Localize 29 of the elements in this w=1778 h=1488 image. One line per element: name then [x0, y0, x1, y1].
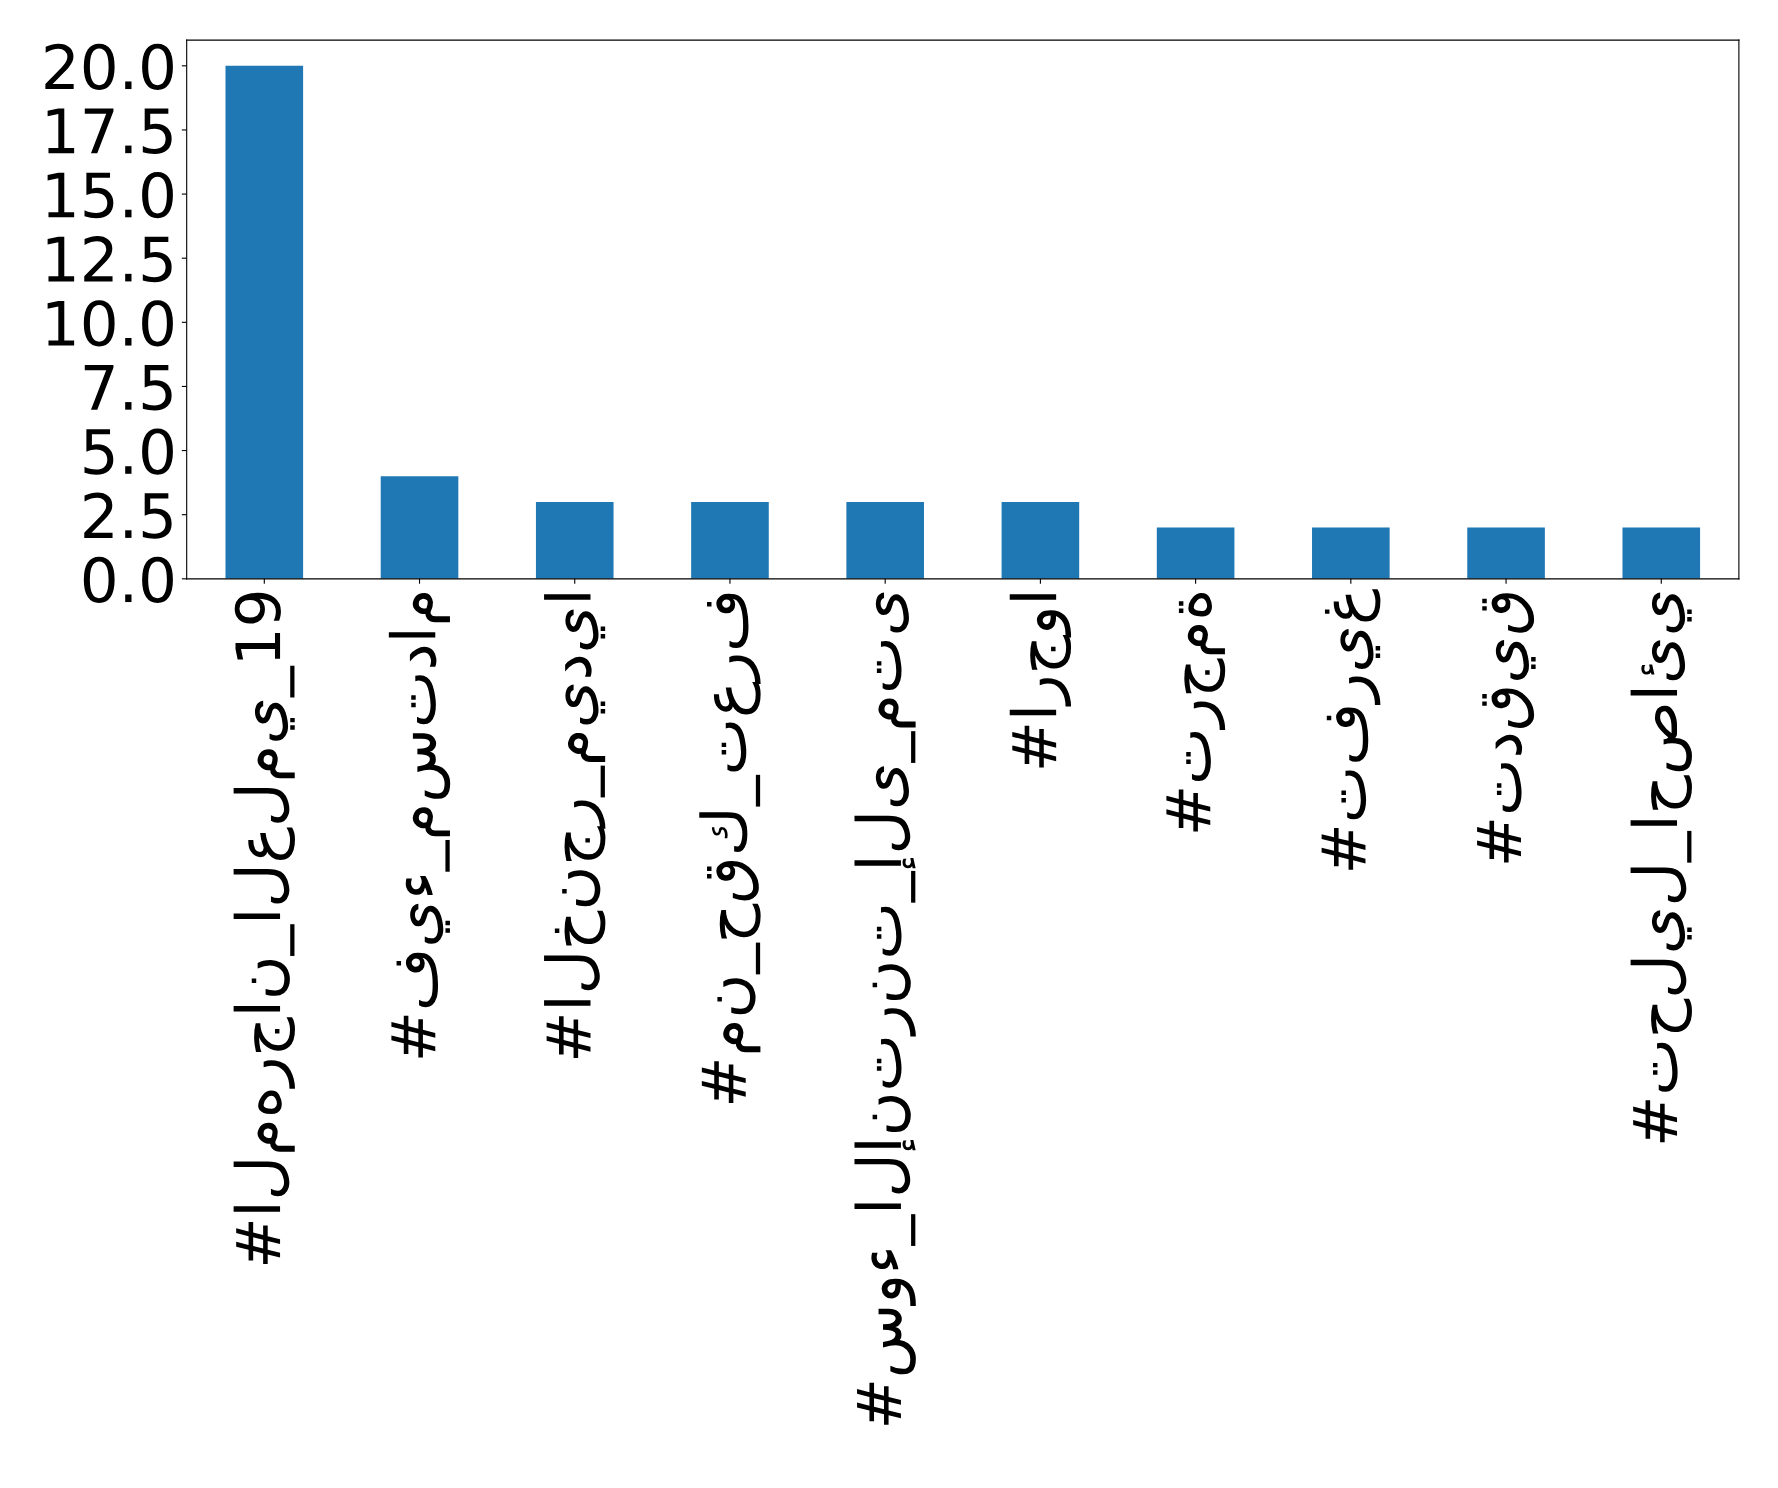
y-tick-label: 10.0 — [47, 300, 173, 347]
x-tick-label: #تفريغ — [1321, 589, 1381, 870]
bar — [225, 65, 304, 579]
y-tick-label: 12.5 — [47, 236, 172, 283]
bar — [1156, 527, 1235, 579]
y-tick-label: 20.0 — [45, 43, 173, 90]
x-tick-label: #الخنجر_ميديا — [544, 594, 606, 1058]
x-tick-label: #تدقيق — [1477, 593, 1536, 863]
bar — [1622, 527, 1701, 579]
y-tick-label: 2.5 — [84, 492, 172, 539]
x-tick-label: #المهرجان_العلمي_19 — [233, 592, 295, 1264]
x-tick-label: #سوء_الإنترنت_إلى_متى — [854, 592, 916, 1425]
x-tick-label: #ترجمة — [1166, 592, 1226, 832]
bar — [846, 501, 924, 579]
y-tick-label: 17.5 — [47, 108, 172, 155]
y-tick-label: 5.0 — [84, 428, 173, 475]
bar — [380, 476, 459, 579]
bar — [535, 501, 614, 579]
y-tick-label: 15.0 — [47, 171, 173, 219]
bar — [1467, 527, 1545, 579]
y-tick-label: 0.0 — [83, 556, 173, 603]
x-tick-label: #فيء_مستدام — [388, 593, 451, 1058]
y-tick-label: 7.5 — [84, 365, 172, 411]
x-tick-label: #تحليل_احصائي — [1630, 592, 1692, 1143]
x-tick-label: #ارجوا — [1009, 594, 1072, 768]
x-tick-label: #من_حقك_تعرف — [699, 593, 761, 1103]
bar — [691, 501, 769, 579]
bar — [1001, 501, 1080, 579]
bar — [1312, 527, 1390, 579]
